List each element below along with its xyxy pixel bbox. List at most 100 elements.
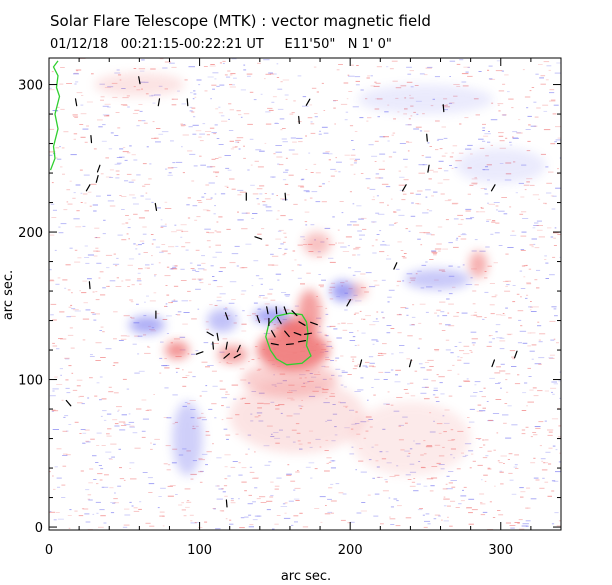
noise-streak [196, 216, 201, 218]
noise-streak [489, 335, 493, 336]
noise-streak [184, 79, 188, 81]
noise-streak [430, 485, 435, 487]
noise-streak [228, 302, 235, 304]
noise-streak [328, 289, 332, 291]
noise-streak [234, 146, 238, 148]
noise-streak [274, 523, 279, 525]
noise-streak [243, 64, 246, 66]
noise-streak [192, 124, 199, 126]
noise-streak [484, 480, 487, 482]
noise-streak [103, 419, 107, 421]
noise-streak [545, 79, 549, 81]
noise-streak [465, 454, 469, 456]
noise-streak [480, 207, 484, 209]
noise-streak [417, 347, 420, 349]
noise-streak [319, 496, 326, 498]
noise-streak [522, 342, 528, 344]
field-vector [233, 353, 241, 359]
noise-streak [50, 203, 55, 205]
noise-streak [371, 387, 374, 388]
noise-streak [305, 466, 311, 468]
noise-streak [92, 291, 95, 293]
noise-streak [107, 194, 112, 196]
negative-polarity-blob [330, 280, 355, 302]
noise-streak [495, 70, 503, 72]
noise-streak [531, 246, 534, 248]
noise-streak [281, 138, 287, 140]
noise-streak [215, 175, 218, 177]
noise-streak [450, 480, 457, 481]
noise-streak [238, 498, 240, 500]
noise-streak [435, 401, 440, 402]
noise-streak [288, 500, 294, 502]
noise-streak [224, 185, 229, 187]
noise-streak [493, 449, 496, 451]
noise-streak [484, 133, 491, 135]
noise-streak [132, 113, 139, 114]
noise-streak [433, 387, 438, 389]
noise-streak [538, 363, 542, 365]
noise-streak [129, 194, 135, 196]
noise-streak [192, 269, 196, 271]
noise-streak [70, 304, 73, 306]
noise-streak [159, 515, 165, 517]
noise-streak [71, 308, 76, 310]
field-vector [236, 344, 241, 353]
noise-streak [162, 67, 168, 69]
noise-streak [490, 144, 493, 146]
noise-streak [177, 311, 182, 313]
noise-streak [354, 76, 361, 78]
noise-streak [199, 470, 204, 472]
noise-streak [375, 82, 381, 84]
noise-streak [49, 280, 55, 282]
noise-streak [91, 73, 94, 75]
noise-streak [499, 370, 506, 372]
noise-streak [423, 232, 430, 234]
noise-streak [488, 65, 493, 67]
noise-streak [183, 515, 187, 517]
noise-streak [144, 267, 150, 269]
noise-streak [247, 123, 253, 125]
noise-streak [266, 509, 271, 511]
noise-streak [311, 87, 317, 89]
noise-streak [519, 213, 524, 215]
noise-streak [236, 265, 239, 267]
noise-streak [542, 477, 545, 479]
noise-streak [85, 489, 90, 491]
noise-streak [431, 477, 438, 479]
noise-streak [215, 251, 222, 253]
noise-streak [277, 163, 280, 165]
noise-streak [485, 455, 489, 457]
x-axis-label: arc sec. [281, 569, 331, 584]
noise-streak [470, 331, 477, 333]
noise-streak [99, 330, 102, 331]
noise-streak [533, 101, 537, 103]
noise-streak [288, 174, 294, 176]
noise-streak [123, 479, 126, 481]
noise-streak [150, 68, 156, 70]
noise-streak [244, 516, 249, 518]
noise-streak [149, 300, 156, 302]
noise-streak [324, 450, 329, 451]
noise-streak [100, 357, 106, 358]
noise-streak [333, 107, 336, 109]
noise-streak [54, 466, 58, 468]
noise-streak [81, 292, 87, 294]
noise-streak [109, 169, 114, 171]
noise-streak [509, 144, 513, 146]
noise-streak [498, 135, 504, 137]
noise-streak [131, 317, 135, 319]
noise-streak [171, 66, 177, 68]
noise-streak [277, 108, 284, 110]
noise-streak [122, 97, 129, 99]
noise-streak [545, 166, 549, 168]
noise-streak [106, 267, 110, 269]
noise-streak [420, 392, 427, 394]
noise-streak [159, 357, 163, 359]
noise-streak [224, 454, 231, 456]
noise-streak [80, 192, 83, 194]
noise-streak [409, 70, 414, 72]
noise-streak [214, 193, 217, 195]
noise-streak [433, 191, 438, 193]
noise-streak [152, 239, 156, 241]
